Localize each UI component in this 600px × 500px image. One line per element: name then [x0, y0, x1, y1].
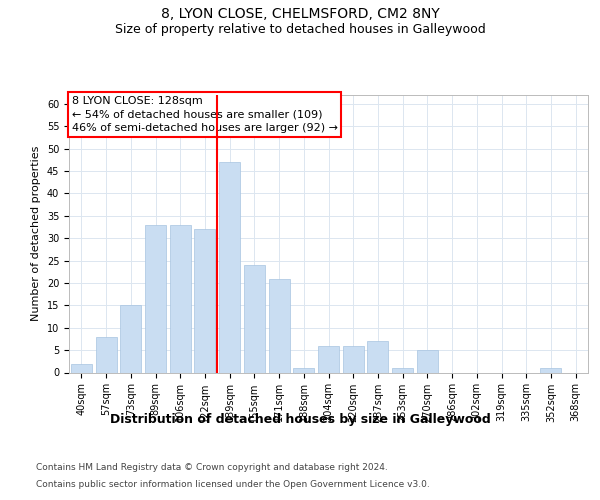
Bar: [95, 336, 116, 372]
Text: Distribution of detached houses by size in Galleywood: Distribution of detached houses by size …: [110, 412, 490, 426]
Bar: [71, 364, 92, 372]
Y-axis label: Number of detached properties: Number of detached properties: [31, 146, 41, 322]
Bar: [194, 230, 215, 372]
Text: Contains public sector information licensed under the Open Government Licence v3: Contains public sector information licen…: [36, 480, 430, 489]
Bar: [541, 368, 562, 372]
Bar: [343, 346, 364, 372]
Bar: [120, 306, 141, 372]
Bar: [219, 162, 240, 372]
Text: Size of property relative to detached houses in Galleywood: Size of property relative to detached ho…: [115, 22, 485, 36]
Bar: [392, 368, 413, 372]
Bar: [244, 265, 265, 372]
Text: 8 LYON CLOSE: 128sqm
← 54% of detached houses are smaller (109)
46% of semi-deta: 8 LYON CLOSE: 128sqm ← 54% of detached h…: [71, 96, 338, 133]
Bar: [318, 346, 339, 372]
Bar: [269, 278, 290, 372]
Bar: [367, 341, 388, 372]
Bar: [293, 368, 314, 372]
Text: 8, LYON CLOSE, CHELMSFORD, CM2 8NY: 8, LYON CLOSE, CHELMSFORD, CM2 8NY: [161, 8, 439, 22]
Bar: [170, 225, 191, 372]
Text: Contains HM Land Registry data © Crown copyright and database right 2024.: Contains HM Land Registry data © Crown c…: [36, 464, 388, 472]
Bar: [145, 225, 166, 372]
Bar: [417, 350, 438, 372]
